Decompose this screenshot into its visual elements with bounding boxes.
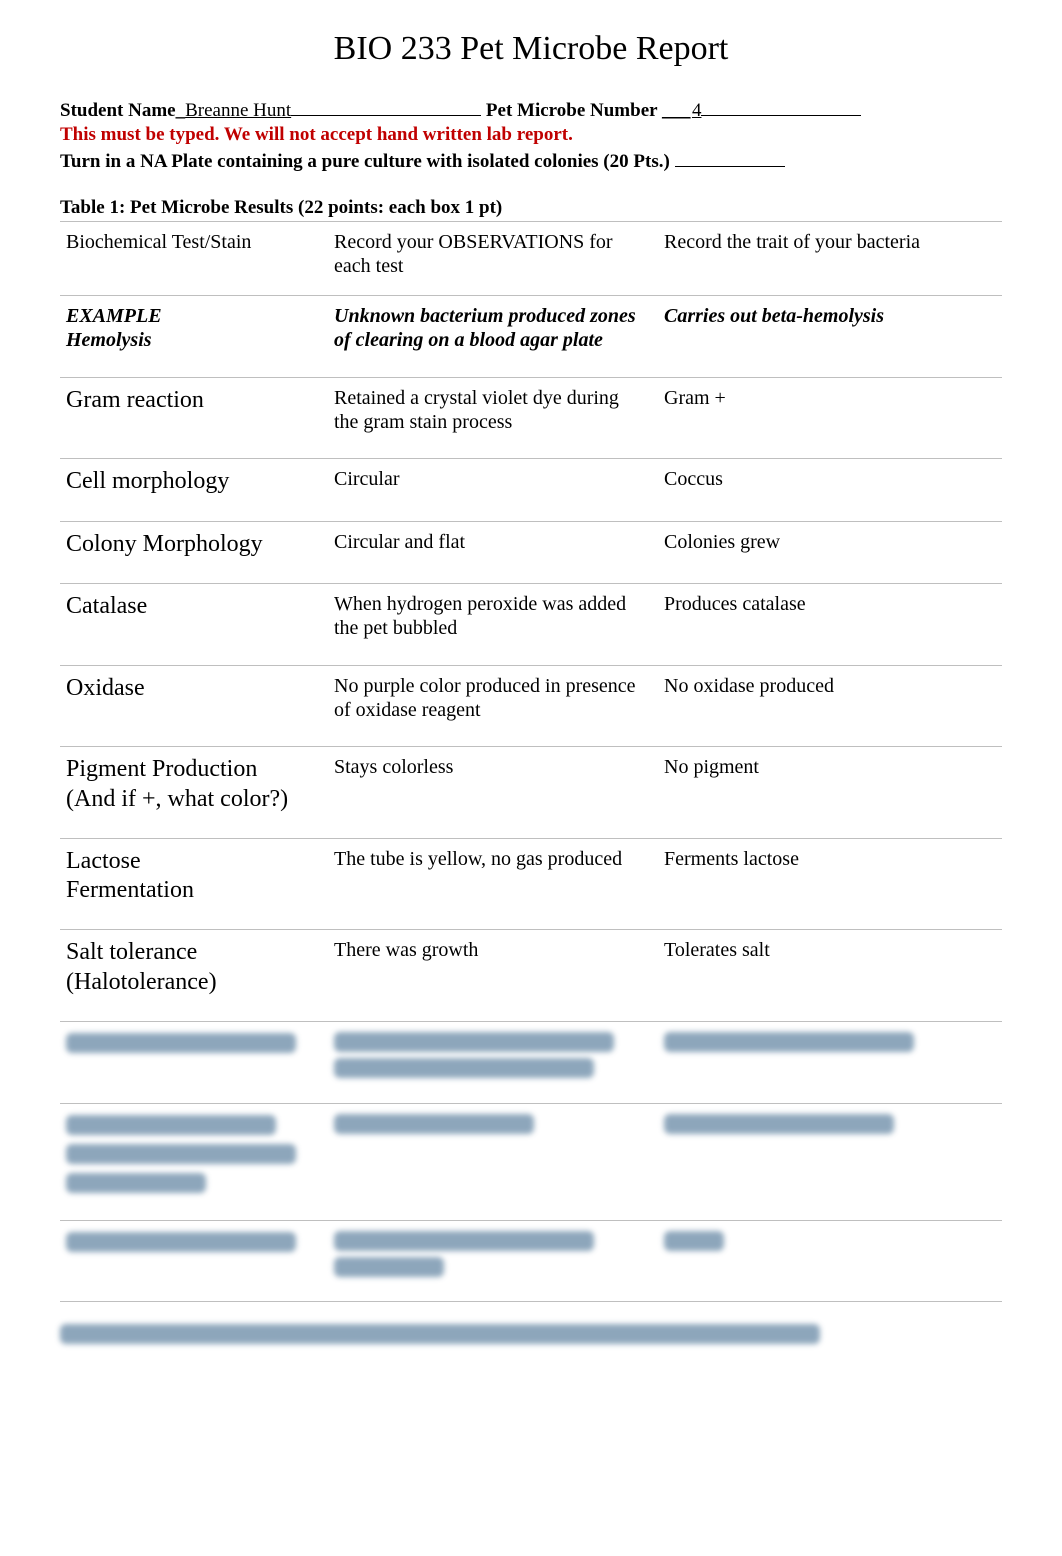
table-header-row: Biochemical Test/StainRecord your OBSERV… — [60, 221, 1002, 295]
student-name-blank — [291, 96, 481, 116]
table-row: EXAMPLEHemolysisUnknown bacterium produc… — [60, 295, 1002, 377]
trait-cell: No pigment — [658, 747, 1002, 839]
test-name-cell: Pigment Production(And if +, what color?… — [60, 747, 328, 839]
blurred-cell — [658, 1021, 1002, 1103]
table-row: Colony MorphologyCircular and flatColoni… — [60, 521, 1002, 583]
observation-cell: Retained a crystal violet dye during the… — [328, 377, 658, 459]
test-name-cell: Salt tolerance(Halotolerance) — [60, 930, 328, 1022]
turn-in-line: Turn in a NA Plate containing a pure cul… — [60, 148, 1002, 173]
trait-cell: Coccus — [658, 459, 1002, 521]
trait-cell: Tolerates salt — [658, 930, 1002, 1022]
observation-cell: No purple color produced in presence of … — [328, 665, 658, 747]
table-row-blurred — [60, 1220, 1002, 1302]
blurred-cell — [328, 1220, 658, 1302]
test-name-cell: Gram reaction — [60, 377, 328, 459]
table-row: Pigment Production(And if +, what color?… — [60, 747, 1002, 839]
blurred-cell — [328, 1021, 658, 1103]
table-row: CatalaseWhen hydrogen peroxide was added… — [60, 583, 1002, 665]
observation-cell: Unknown bacterium produced zones of clea… — [328, 295, 658, 377]
pet-number-blank — [701, 96, 861, 116]
trait-cell: No oxidase produced — [658, 665, 1002, 747]
test-name-cell: Catalase — [60, 583, 328, 665]
col-header-obs: Record your OBSERVATIONS for each test — [328, 221, 658, 295]
test-name-cell: EXAMPLEHemolysis — [60, 295, 328, 377]
trait-cell: Gram + — [658, 377, 1002, 459]
student-name-label: Student Name_ — [60, 100, 185, 121]
turn-in-blank — [675, 148, 785, 167]
student-line: Student Name_ Breanne Hunt Pet Microbe N… — [60, 96, 1002, 122]
trait-cell: Ferments lactose — [658, 838, 1002, 930]
pet-number-prefix: ___ — [662, 100, 692, 122]
observation-cell: When hydrogen peroxide was added the pet… — [328, 583, 658, 665]
footnote-blur — [60, 1324, 1002, 1349]
test-name-cell: LactoseFermentation — [60, 838, 328, 930]
test-name-cell: Oxidase — [60, 665, 328, 747]
blurred-cell — [60, 1103, 328, 1220]
test-name-cell: Colony Morphology — [60, 521, 328, 583]
observation-cell: Circular and flat — [328, 521, 658, 583]
observation-cell: Stays colorless — [328, 747, 658, 839]
results-table: Biochemical Test/StainRecord your OBSERV… — [60, 221, 1002, 1302]
observation-cell: There was growth — [328, 930, 658, 1022]
pet-number-value: 4 — [692, 100, 702, 122]
page-title: BIO 233 Pet Microbe Report — [60, 30, 1002, 68]
col-header-test: Biochemical Test/Stain — [60, 221, 328, 295]
trait-cell: Produces catalase — [658, 583, 1002, 665]
red-warning: This must be typed. We will not accept h… — [60, 124, 1002, 146]
blurred-cell — [658, 1103, 1002, 1220]
blurred-cell — [328, 1103, 658, 1220]
trait-cell: Colonies grew — [658, 521, 1002, 583]
table-row: Gram reactionRetained a crystal violet d… — [60, 377, 1002, 459]
table-row: Cell morphologyCircularCoccus — [60, 459, 1002, 521]
table-caption: Table 1: Pet Microbe Results (22 points:… — [60, 197, 1002, 219]
page: BIO 233 Pet Microbe Report Student Name_… — [0, 0, 1062, 1409]
blurred-cell — [658, 1220, 1002, 1302]
pet-number-label: Pet Microbe Number — [486, 100, 662, 121]
col-header-trait: Record the trait of your bacteria — [658, 221, 1002, 295]
observation-cell: The tube is yellow, no gas produced — [328, 838, 658, 930]
trait-cell: Carries out beta-hemolysis — [658, 295, 1002, 377]
blurred-cell — [60, 1220, 328, 1302]
observation-cell: Circular — [328, 459, 658, 521]
student-name-value: Breanne Hunt — [185, 100, 291, 122]
turn-in-text: Turn in a NA Plate containing a pure cul… — [60, 151, 675, 172]
table-row: OxidaseNo purple color produced in prese… — [60, 665, 1002, 747]
table-row-blurred — [60, 1021, 1002, 1103]
test-name-cell: Cell morphology — [60, 459, 328, 521]
table-row-blurred — [60, 1103, 1002, 1220]
table-row: Salt tolerance(Halotolerance)There was g… — [60, 930, 1002, 1022]
table-row: LactoseFermentationThe tube is yellow, n… — [60, 838, 1002, 930]
blurred-cell — [60, 1021, 328, 1103]
